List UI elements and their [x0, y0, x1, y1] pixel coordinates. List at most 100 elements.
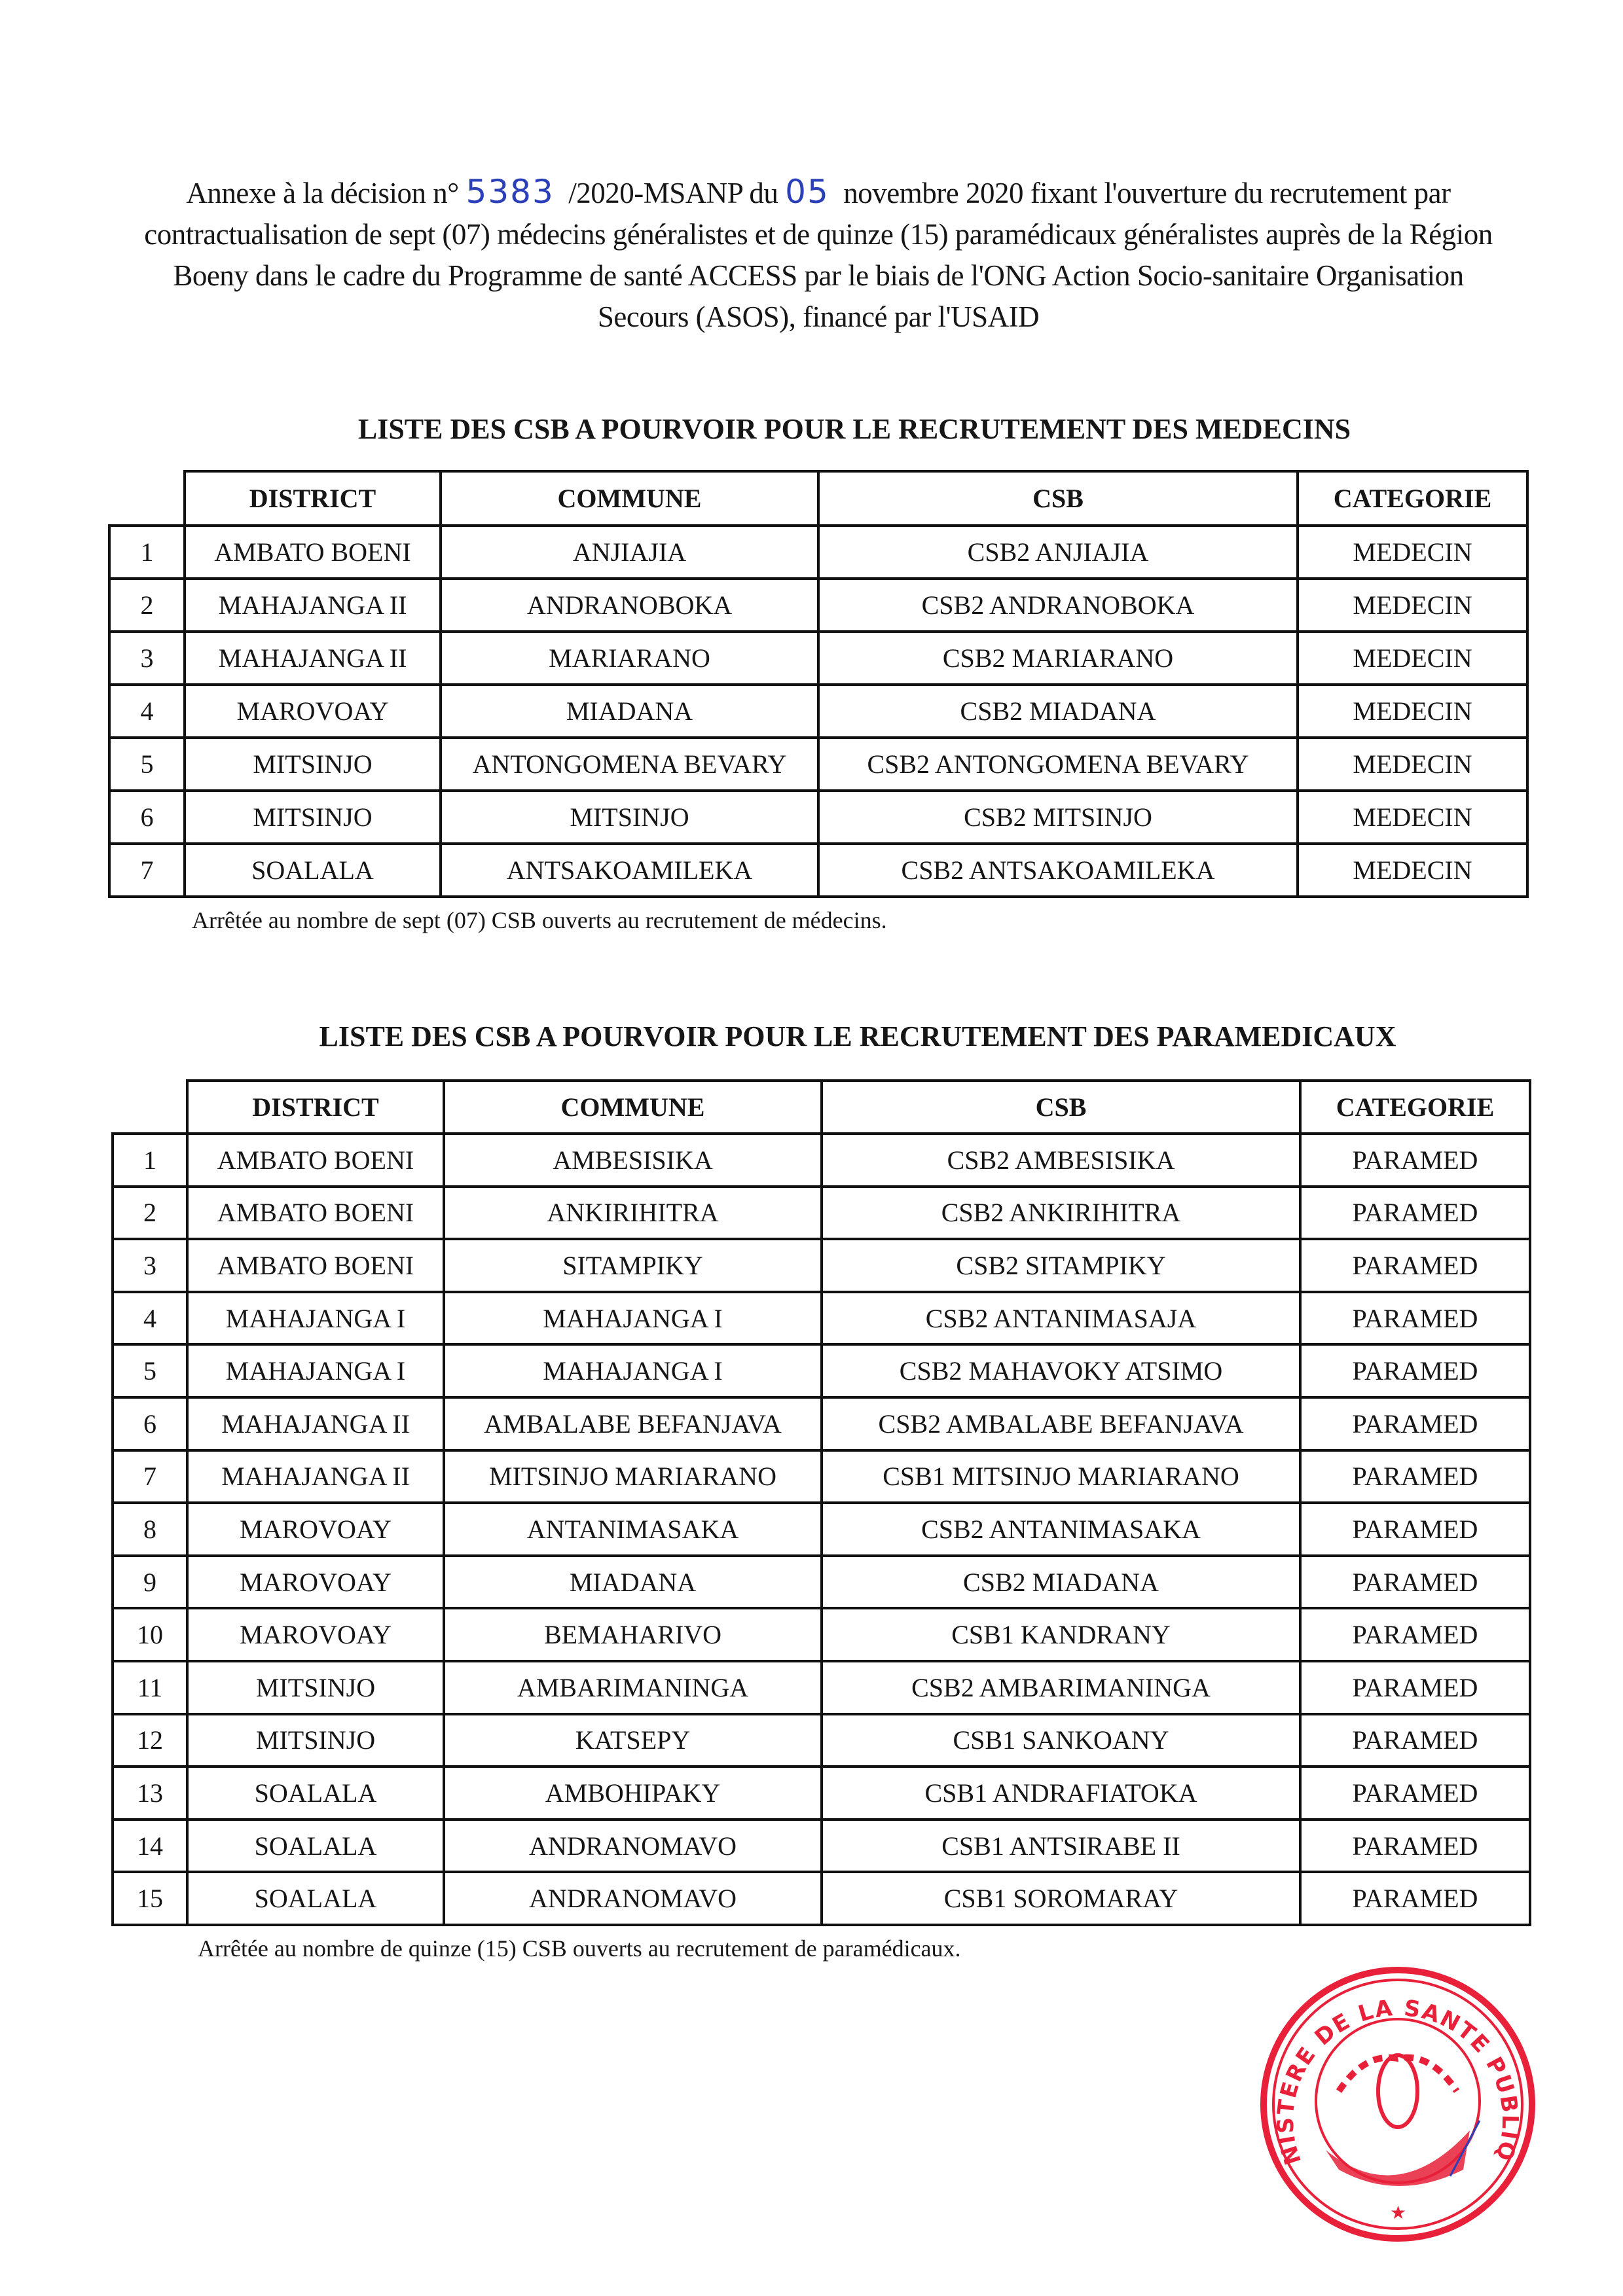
row-number-cell: 7 — [108, 842, 186, 898]
commune-cell: MAHAJANGA I — [443, 1343, 823, 1399]
table-row: 2 MAHAJANGA II ANDRANOBOKA CSB2 ANDRANOBOKA… — [108, 577, 1529, 633]
table-row: 11 MITSINJO AMBARIMANINGA CSB2 AMBARIMANING… — [111, 1659, 1531, 1715]
categorie-cell: MEDECIN — [1296, 524, 1529, 580]
commune-cell: MAHAJANGA I — [443, 1290, 823, 1346]
commune-cell: KATSEPY — [443, 1712, 823, 1768]
row-number-cell: 1 — [111, 1132, 189, 1188]
district-cell: SOALALA — [186, 1765, 445, 1821]
commune-cell: AMBESISIKA — [443, 1132, 823, 1188]
table-row: 5 MITSINJO ANTONGOMENA BEVARY CSB2 ANTONGOM… — [108, 736, 1529, 792]
csb-cell: CSB1 KANDRANY — [820, 1607, 1302, 1662]
row-number-cell: 4 — [111, 1290, 189, 1346]
svg-text:MINISTERE DE LA SANTE PUBLIQUE: MINISTERE DE LA SANTE PUBLIQUE — [1254, 1960, 1523, 2168]
commune-cell: MIADANA — [439, 683, 820, 739]
row-number-cell: 7 — [111, 1448, 189, 1505]
categorie-cell: PARAMED — [1299, 1132, 1531, 1188]
csb-cell: CSB2 MITSINJO — [817, 789, 1299, 845]
district-cell: MAHAJANGA II — [186, 1448, 445, 1505]
ministry-stamp: MINISTERE DE LA SANTE PUBLIQUE ★ — [1254, 1960, 1535, 2242]
table-row: 7 SOALALA ANTSAKOAMILEKA CSB2 ANTSAKOAMILEK… — [108, 842, 1529, 898]
intro-part3: novembre 2020 fixant l'ouverture du recr… — [144, 177, 1493, 333]
csb-cell: CSB1 SANKOANY — [820, 1712, 1302, 1768]
header-csb: CSB — [817, 470, 1299, 527]
commune-cell: AMBALABE BEFANJAVA — [443, 1395, 823, 1452]
csb-cell: CSB2 ANDRANOBOKA — [817, 577, 1299, 633]
row-number-cell: 9 — [111, 1554, 189, 1610]
table-row: 4 MAROVOAY MIADANA CSB2 MIADANA MEDECIN — [108, 683, 1529, 739]
csb-cell: CSB2 AMBESISIKA — [820, 1132, 1302, 1188]
district-cell: SOALALA — [186, 1818, 445, 1874]
district-cell: SOALALA — [186, 1871, 445, 1926]
header-district: DISTRICT — [183, 470, 442, 527]
row-number-cell: 8 — [111, 1501, 189, 1557]
table-row: 10 MAROVOAY BEMAHARIVO CSB1 KANDRANY PARAMED — [111, 1607, 1531, 1662]
commune-cell: ANTONGOMENA BEVARY — [439, 736, 820, 792]
header-number — [113, 1081, 189, 1135]
csb-cell: CSB2 ANTANIMASAJA — [820, 1290, 1302, 1346]
commune-cell: MARIARANO — [439, 630, 820, 686]
row-number-cell: 10 — [111, 1607, 189, 1662]
categorie-cell: MEDECIN — [1296, 789, 1529, 845]
commune-cell: MIADANA — [443, 1554, 823, 1610]
csb-cell: CSB2 MIADANA — [817, 683, 1299, 739]
table-header-row: DISTRICT COMMUNE CSB CATEGORIE — [113, 1079, 1531, 1135]
categorie-cell: PARAMED — [1299, 1448, 1531, 1505]
commune-cell: BEMAHARIVO — [443, 1607, 823, 1662]
row-number-cell: 5 — [111, 1343, 189, 1399]
intro-part1: Annexe à la décision n° — [186, 177, 459, 209]
csb-cell: CSB2 MIADANA — [820, 1554, 1302, 1610]
decision-number-handwritten: 5383 — [465, 173, 555, 211]
table-row: 2 AMBATO BOENI ANKIRIHITRA CSB2 ANKIRIHITRA… — [111, 1185, 1531, 1241]
csb-cell: CSB1 ANDRAFIATOKA — [820, 1765, 1302, 1821]
district-cell: MAROVOAY — [183, 683, 442, 739]
header-number — [109, 471, 186, 527]
district-cell: MITSINJO — [186, 1712, 445, 1768]
district-cell: AMBATO BOENI — [183, 524, 442, 580]
day-handwritten: 05 — [785, 173, 830, 211]
categorie-cell: PARAMED — [1299, 1343, 1531, 1399]
row-number-cell: 13 — [111, 1765, 189, 1821]
csb-cell: CSB2 ANKIRIHITRA — [820, 1185, 1302, 1241]
table-row: 14 SOALALA ANDRANOMAVO CSB1 ANTSIRABE II PAR… — [111, 1818, 1531, 1874]
row-number-cell: 5 — [108, 736, 186, 792]
commune-cell: MITSINJO MARIARANO — [443, 1448, 823, 1505]
commune-cell: ANDRANOMAVO — [443, 1818, 823, 1874]
intro-part2: /2020-MSANP du — [568, 177, 778, 209]
csb-cell: CSB2 ANJIAJIA — [817, 524, 1299, 580]
csb-cell: CSB1 MITSINJO MARIARANO — [820, 1448, 1302, 1505]
csb-cell: CSB2 ANTSAKOAMILEKA — [817, 842, 1299, 898]
categorie-cell: PARAMED — [1299, 1238, 1531, 1293]
district-cell: MAROVOAY — [186, 1607, 445, 1662]
table-row: 9 MAROVOAY MIADANA CSB2 MIADANA PARAMED — [111, 1554, 1531, 1610]
district-cell: MAHAJANGA I — [186, 1290, 445, 1346]
medecins-title: LISTE DES CSB A POURVOIR POUR LE RECRUTE… — [357, 413, 1351, 445]
categorie-cell: PARAMED — [1299, 1871, 1531, 1926]
csb-cell: CSB2 SITAMPIKY — [820, 1238, 1302, 1293]
csb-cell: CSB2 ANTONGOMENA BEVARY — [817, 736, 1299, 792]
table-row: 3 MAHAJANGA II MARIARANO CSB2 MARIARANO MEDE… — [108, 630, 1529, 686]
district-cell: MAHAJANGA II — [183, 630, 442, 686]
signature-stroke — [1449, 2120, 1481, 2177]
csb-cell: CSB1 ANTSIRABE II — [820, 1818, 1302, 1874]
categorie-cell: PARAMED — [1299, 1712, 1531, 1768]
categorie-cell: PARAMED — [1299, 1290, 1531, 1346]
medecins-table: DISTRICT COMMUNE CSB CATEGORIE 1 AMBATO B… — [108, 470, 1529, 898]
categorie-cell: PARAMED — [1299, 1607, 1531, 1662]
paramedicaux-note: Arrêtée au nombre de quinze (15) CSB ouv… — [198, 1935, 961, 1962]
table-row: 12 MITSINJO KATSEPY CSB1 SANKOANY PARAMED — [111, 1712, 1531, 1768]
categorie-cell: PARAMED — [1299, 1395, 1531, 1452]
row-number-cell: 4 — [108, 683, 186, 739]
medecins-note: Arrêtée au nombre de sept (07) CSB ouver… — [192, 907, 887, 933]
commune-cell: AMBOHIPAKY — [443, 1765, 823, 1821]
commune-cell: MITSINJO — [439, 789, 820, 845]
district-cell: SOALALA — [183, 842, 442, 898]
table-row: 5 MAHAJANGA I MAHAJANGA I CSB2 MAHAVOKY ATS… — [111, 1343, 1531, 1399]
table-row: 13 SOALALA AMBOHIPAKY CSB1 ANDRAFIATOKA PARA… — [111, 1765, 1531, 1821]
row-number-cell: 11 — [111, 1659, 189, 1715]
commune-cell: ANDRANOBOKA — [439, 577, 820, 633]
district-cell: AMBATO BOENI — [186, 1238, 445, 1293]
header-district: DISTRICT — [186, 1079, 445, 1135]
categorie-cell: PARAMED — [1299, 1554, 1531, 1610]
annex-intro: Annexe à la décision n° 5383 /2020-MSANP… — [131, 171, 1506, 338]
commune-cell: ANKIRIHITRA — [443, 1185, 823, 1241]
